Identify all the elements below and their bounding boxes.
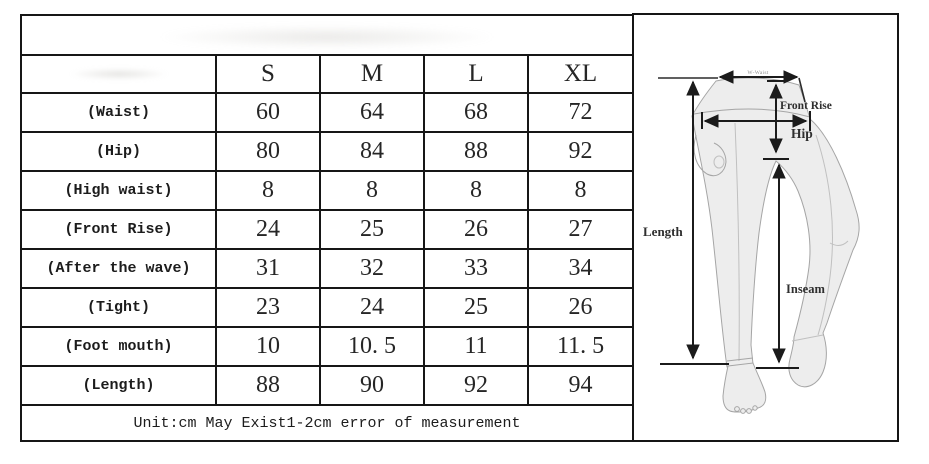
header-blank-cell [20,54,217,94]
size-value-cell: 84 [319,131,425,172]
size-value-cell: 10 [215,326,321,367]
table-row-high-waist: (High waist) 8 8 8 8 [20,170,635,211]
size-value-cell: 24 [215,209,321,250]
table-row-waist: (Waist) 60 64 68 72 [20,92,635,133]
size-value-cell: 26 [423,209,529,250]
hip-arrow: Hip [701,111,813,141]
faded-watermark [157,25,498,49]
size-value-cell: 27 [526,209,635,250]
size-chart-table: S M L XL (Waist) 60 64 68 72 (Hip) 80 84… [19,14,635,442]
left-ankle-cuff [726,357,754,362]
front-rise-label: Front Rise [780,100,832,112]
size-value-cell: 11. 5 [526,326,635,367]
size-value-cell: 24 [319,287,425,328]
table-row-after-the-wave: (After the wave) 31 32 33 34 [20,248,635,289]
row-label: (After the wave) [20,248,217,289]
length-arrow: Length [643,80,729,365]
size-value-cell: 92 [423,365,529,406]
waist-arrow: W-Waist [658,70,806,103]
toe [740,408,746,414]
right-leg-seam [815,134,833,336]
size-value-cell: 32 [319,248,425,289]
left-leg-seam [734,122,740,362]
size-value-cell: 31 [215,248,321,289]
knee-wrinkle [829,240,849,246]
size-value-cell: 88 [215,365,321,406]
row-label: (Front Rise) [20,209,217,250]
right-ankle-cuff [791,334,824,342]
table-header-row: S M L XL [20,54,635,94]
size-value-cell: 94 [526,365,635,406]
table-row-empty [19,14,635,56]
leggings-measurement-diagram: W-Waist Length Hip [643,70,860,414]
hip-label: Hip [791,126,813,141]
size-value-cell: 25 [319,209,425,250]
size-value-cell: 92 [526,131,635,172]
toe [734,406,740,412]
waistband-seam [693,108,811,118]
inseam-arrow: Inseam [756,163,825,369]
table-footer-row: Unit:cm May Exist1-2cm error of measurem… [19,404,635,442]
header-size-s: S [215,54,321,94]
table-row-foot-mouth: (Foot mouth) 10 10. 5 11 11. 5 [20,326,635,367]
size-value-cell: 60 [215,92,321,133]
measurement-diagram-panel: W-Waist Length Hip [632,13,899,442]
size-value-cell: 88 [423,131,529,172]
leggings-silhouette [691,77,860,388]
row-label: (Waist) [20,92,217,133]
table-row-tight: (Tight) 23 24 25 26 [20,287,635,328]
toe [746,408,752,414]
left-foot [722,362,767,413]
header-size-l: L [423,54,529,94]
header-size-m: M [319,54,425,94]
size-value-cell: 8 [526,170,635,211]
size-value-cell: 72 [526,92,635,133]
waist-tiny-label: W-Waist [747,70,768,76]
header-size-xl: XL [526,54,635,94]
size-value-cell: 23 [215,287,321,328]
size-value-cell: 90 [319,365,425,406]
row-label: (Hip) [20,131,217,172]
size-value-cell: 80 [215,131,321,172]
row-label: (High waist) [20,170,217,211]
front-rise-arrow: Front Rise [763,80,832,160]
row-label: (Tight) [20,287,217,328]
size-value-cell: 8 [423,170,529,211]
toe [752,405,758,411]
row-label: (Foot mouth) [20,326,217,367]
size-value-cell: 25 [423,287,529,328]
size-value-cell: 8 [215,170,321,211]
faded-watermark [68,68,169,80]
table-row-front-rise: (Front Rise) 24 25 26 27 [20,209,635,250]
waist-right-tick [798,77,806,103]
size-value-cell: 8 [319,170,425,211]
size-value-cell: 33 [423,248,529,289]
length-label: Length [643,224,684,239]
size-value-cell: 34 [526,248,635,289]
table-row-hip: (Hip) 80 84 88 92 [20,131,635,172]
table-row-length: (Length) 88 90 92 94 [20,365,635,406]
size-value-cell: 11 [423,326,529,367]
leggings-sketch [691,77,860,414]
size-value-cell: 26 [526,287,635,328]
size-value-cell: 68 [423,92,529,133]
pocket-detail [713,155,725,169]
measurement-annotations: W-Waist Length Hip [643,70,832,369]
unit-note: Unit:cm May Exist1-2cm error of measurem… [19,404,635,442]
inseam-label: Inseam [786,282,825,296]
empty-banner-cell [19,14,635,56]
size-value-cell: 10. 5 [319,326,425,367]
row-label: (Length) [20,365,217,406]
size-value-cell: 64 [319,92,425,133]
